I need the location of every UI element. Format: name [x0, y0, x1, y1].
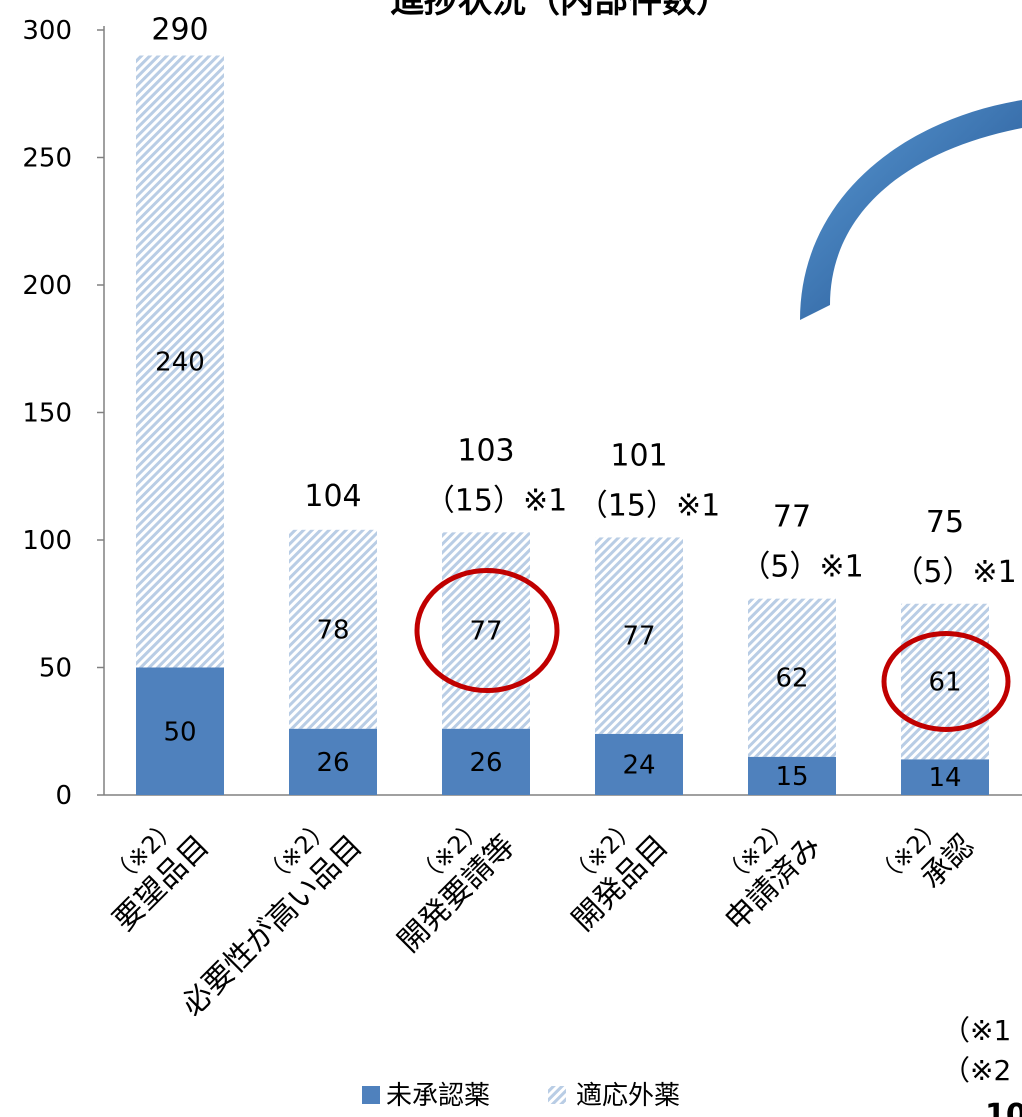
total-note-label: （15）※1: [578, 488, 720, 523]
value-label-unapproved: 26: [316, 748, 349, 778]
category-label-group: （※2）開発要請等: [391, 812, 522, 959]
bar-unapproved: [901, 759, 989, 795]
axes: 0 50 100 150 200 250 300: [22, 16, 1022, 811]
bar-offlabel: [136, 55, 224, 668]
category-labels: （※2）要望品目 （※2）必要性が高い品目 （※2）開発要請等 （※2）開発品目 （※2…: [105, 812, 981, 1023]
value-label-offlabel: 240: [155, 348, 205, 378]
bar-unapproved: [289, 728, 377, 795]
total-label: 103: [457, 433, 514, 468]
data-labels: 50 240 290 26 78 104 26 77 103 （15）※1 24 77 101 （15）※…: [151, 13, 1016, 794]
y-tick-label: 50: [39, 654, 72, 684]
y-tick-label: 300: [22, 16, 72, 46]
total-label: 75: [926, 505, 964, 540]
bar-offlabel: [289, 529, 377, 729]
value-label-offlabel: 78: [316, 615, 349, 645]
bar-unapproved: [748, 756, 836, 795]
swoosh-decoration: [800, 100, 1022, 320]
y-tick-label: 100: [22, 526, 72, 556]
value-label-offlabel: 62: [775, 664, 808, 694]
highlight-circle: [414, 568, 560, 694]
value-label-offlabel: 77: [469, 617, 502, 647]
y-tick-label: 200: [22, 271, 72, 301]
bar-offlabel: [748, 598, 836, 757]
category-label-group: （※2）開発品目: [564, 812, 675, 938]
category-label-group: （※2）承認: [870, 812, 981, 895]
legend-label-offlabel: 適応外薬: [576, 1081, 680, 1111]
bar-offlabel: [595, 537, 683, 734]
value-label-offlabel: 77: [622, 622, 655, 652]
bar-unapproved: [136, 667, 224, 795]
category-label-group: （※2）要望品目: [105, 812, 216, 938]
value-label-unapproved: 26: [469, 748, 502, 778]
bar-offlabel: [442, 532, 530, 729]
value-label-unapproved: 50: [163, 717, 196, 747]
y-tick-label: 0: [55, 781, 72, 811]
chart-title: 進捗状況（内部件数）: [390, 0, 730, 21]
y-tick-label: 150: [22, 399, 72, 429]
value-label-unapproved: 15: [775, 762, 808, 792]
total-label: 290: [151, 13, 208, 48]
y-tick-label: 250: [22, 144, 72, 174]
total-note-label: （5）※1: [740, 550, 863, 585]
footnote-1: （※1: [942, 1014, 1011, 1047]
legend: 未承認薬 適応外薬: [362, 1081, 680, 1111]
total-label: 104: [304, 479, 361, 514]
bar-unapproved: [442, 728, 530, 795]
bars: [136, 55, 989, 795]
bar-offlabel: [901, 603, 989, 760]
highlight-circle: [881, 631, 1011, 733]
total-note-label: （15）※1: [425, 483, 567, 518]
legend-swatch-offlabel: [548, 1086, 566, 1104]
total-note-label: （5）※1: [893, 555, 1016, 590]
category-label-group: （※2）申請済み: [717, 812, 828, 938]
total-label: 101: [610, 438, 667, 473]
bar-unapproved: [595, 733, 683, 795]
footnote-2: （※2: [942, 1054, 1011, 1087]
highlight-circles: [414, 568, 1011, 733]
page-number: 10: [985, 1098, 1022, 1117]
total-label: 77: [773, 500, 811, 535]
value-label-unapproved: 14: [928, 763, 961, 793]
legend-swatch-unapproved: [362, 1086, 380, 1104]
value-label-offlabel: 61: [928, 668, 961, 698]
legend-label-unapproved: 未承認薬: [386, 1081, 490, 1111]
value-label-unapproved: 24: [622, 750, 655, 780]
